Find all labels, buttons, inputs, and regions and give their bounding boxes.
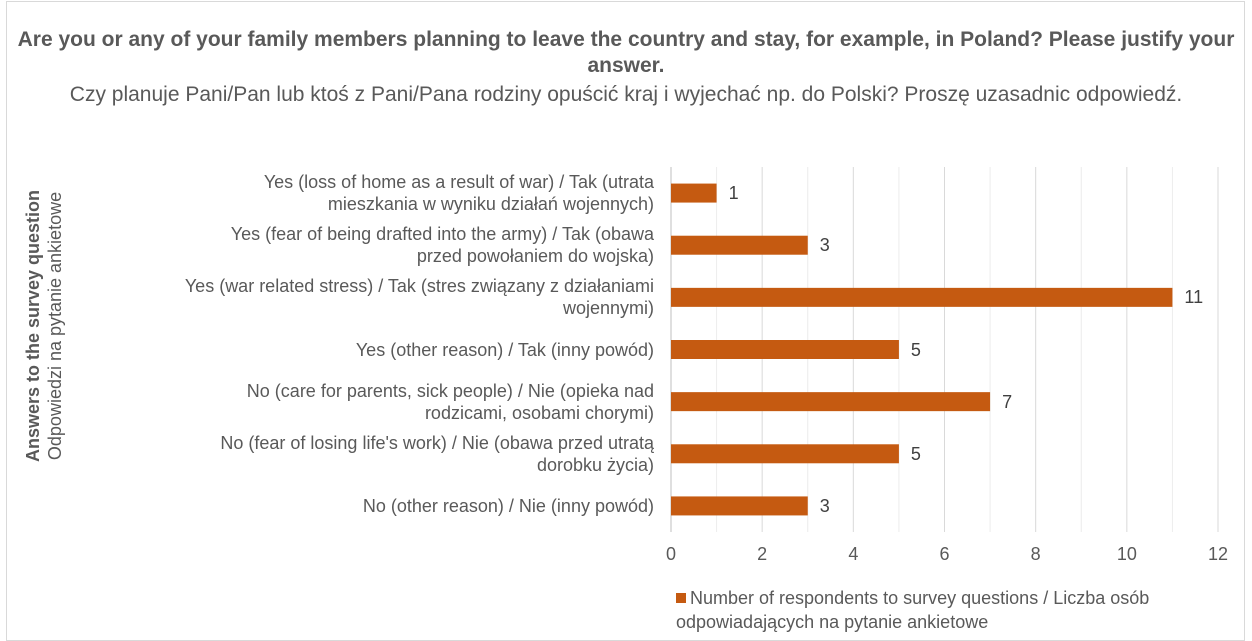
category-label: No (other reason) / Nie (inny powód) bbox=[54, 495, 654, 517]
data-label: 11 bbox=[1184, 287, 1204, 308]
data-label: 3 bbox=[819, 235, 830, 256]
x-tick-label: 6 bbox=[939, 544, 950, 564]
x-tick-label: 4 bbox=[848, 544, 859, 564]
category-label-line: wojennymi) bbox=[562, 298, 654, 319]
category-label-line: No (care for parents, sick people) / Nie… bbox=[246, 380, 654, 401]
x-tick-label: 12 bbox=[1207, 544, 1229, 564]
legend: Number of respondents to survey question… bbox=[676, 586, 1236, 634]
category-label: Yes (fear of being drafted into the army… bbox=[54, 223, 654, 267]
bar bbox=[671, 496, 808, 516]
category-label-line: Yes (fear of being drafted into the army… bbox=[230, 224, 654, 245]
category-label-line: No (fear of losing life's work) / Nie (o… bbox=[220, 432, 654, 453]
data-label: 5 bbox=[910, 443, 921, 464]
data-label: 1 bbox=[728, 183, 739, 204]
bar bbox=[671, 287, 1173, 307]
category-label: Yes (war related stress) / Tak (stres zw… bbox=[54, 275, 654, 319]
category-label-line: Yes (loss of home as a result of war) / … bbox=[263, 172, 654, 193]
category-label-line: rodzicami, osobami chorymi) bbox=[424, 402, 654, 423]
bar bbox=[671, 183, 717, 203]
data-label: 7 bbox=[1002, 391, 1013, 412]
bar bbox=[671, 444, 899, 464]
data-label: 5 bbox=[910, 339, 921, 360]
x-tick-label: 0 bbox=[665, 544, 677, 564]
data-label: 3 bbox=[819, 495, 830, 516]
legend-label: Number of respondents to survey question… bbox=[676, 588, 1150, 632]
chart-subtitle: Czy planuje Pani/Pan lub ktoś z Pani/Pan… bbox=[69, 83, 1183, 106]
x-tick-label: 10 bbox=[1116, 544, 1137, 564]
bar bbox=[671, 340, 899, 359]
x-tick-label: 2 bbox=[757, 544, 768, 564]
chart-title: Are you or any of your family members pl… bbox=[17, 28, 1235, 77]
legend-swatch bbox=[676, 593, 686, 603]
bar bbox=[671, 235, 808, 255]
category-label-line: Yes (war related stress) / Tak (stres zw… bbox=[184, 276, 654, 297]
bar bbox=[671, 392, 991, 412]
category-label-line: przed powołaniem do wojska) bbox=[416, 246, 654, 267]
category-label: Yes (loss of home as a result of war) / … bbox=[54, 171, 654, 215]
category-label: No (fear of losing life's work) / Nie (o… bbox=[54, 432, 654, 476]
category-label-line: No (other reason) / Nie (inny powód) bbox=[362, 495, 654, 516]
category-label: Yes (other reason) / Tak (inny powód) bbox=[54, 339, 654, 361]
category-label-line: mieszkania w wyniku działań wojennych) bbox=[327, 194, 654, 215]
x-tick-label: 8 bbox=[1030, 544, 1041, 564]
category-label-line: dorobku życia) bbox=[536, 454, 654, 475]
category-label: No (care for parents, sick people) / Nie… bbox=[54, 380, 654, 424]
category-label-line: Yes (other reason) / Tak (inny powód) bbox=[355, 339, 654, 360]
